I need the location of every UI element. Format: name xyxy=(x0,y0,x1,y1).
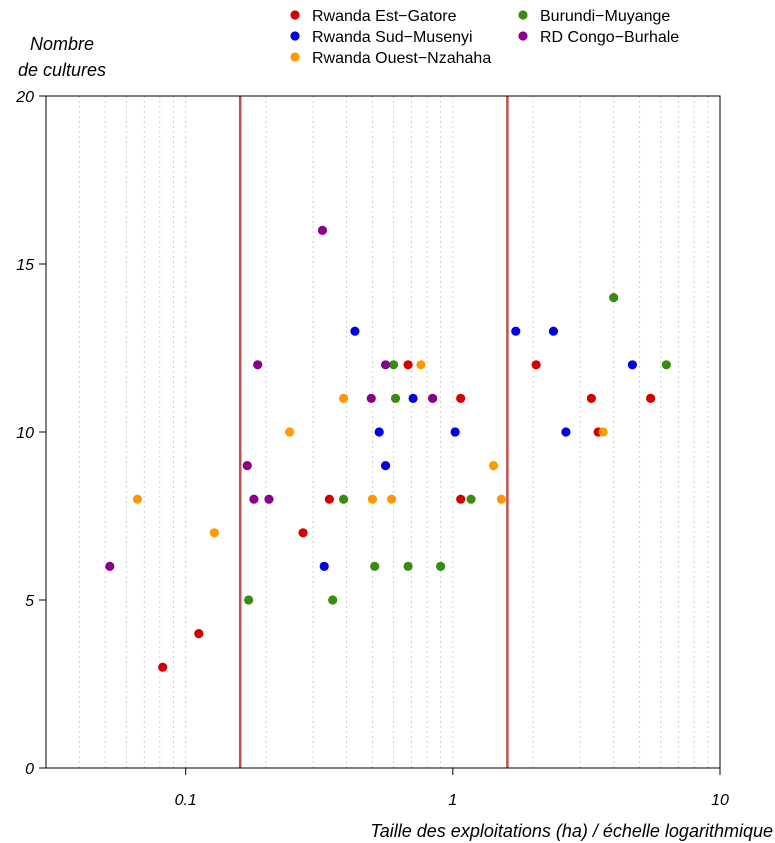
data-point xyxy=(249,495,258,504)
data-point xyxy=(609,293,618,302)
data-point xyxy=(285,427,294,436)
reference-lines xyxy=(240,96,507,768)
y-tick-label: 5 xyxy=(25,593,34,610)
data-point xyxy=(339,495,348,504)
legend-label: Rwanda Sud−Musenyi xyxy=(312,29,473,46)
x-tick-label: 10 xyxy=(711,792,729,809)
data-point xyxy=(389,360,398,369)
data-point xyxy=(497,495,506,504)
y-tick-label: 15 xyxy=(16,257,34,274)
data-point xyxy=(532,360,541,369)
data-point xyxy=(243,461,252,470)
legend-label: RD Congo−Burhale xyxy=(540,29,679,46)
data-point xyxy=(210,528,219,537)
data-point xyxy=(105,562,114,571)
data-point xyxy=(436,562,445,571)
y-tick-label: 10 xyxy=(16,425,34,442)
data-point xyxy=(561,427,570,436)
x-axis: 0.1 1 10 xyxy=(175,768,729,809)
data-point xyxy=(381,360,390,369)
data-point xyxy=(244,595,253,604)
legend-label: Rwanda Est−Gatore xyxy=(312,8,457,25)
data-point xyxy=(318,226,327,235)
data-point xyxy=(328,595,337,604)
data-point xyxy=(549,327,558,336)
x-tick-label: 0.1 xyxy=(175,792,197,809)
y-axis: 0 5 10 15 20 xyxy=(15,89,46,778)
data-point xyxy=(628,360,637,369)
data-point xyxy=(456,394,465,403)
data-point xyxy=(409,394,418,403)
legend-marker xyxy=(518,31,527,40)
y-tick-label: 0 xyxy=(25,761,34,778)
data-point xyxy=(428,394,437,403)
data-points xyxy=(105,226,671,672)
data-point xyxy=(381,461,390,470)
data-point xyxy=(339,394,348,403)
y-axis-label-line-2: de cultures xyxy=(18,60,106,80)
data-point xyxy=(511,327,520,336)
data-point xyxy=(403,360,412,369)
data-point xyxy=(598,427,607,436)
data-point xyxy=(662,360,671,369)
data-point xyxy=(264,495,273,504)
legend-label: Burundi−Muyange xyxy=(540,8,670,25)
data-point xyxy=(466,495,475,504)
data-point xyxy=(403,562,412,571)
data-point xyxy=(194,629,203,638)
data-point xyxy=(489,461,498,470)
data-point xyxy=(158,663,167,672)
data-point xyxy=(325,495,334,504)
data-point xyxy=(451,427,460,436)
y-axis-label-line-1: Nombre xyxy=(30,34,94,54)
x-tick-label: 1 xyxy=(448,792,457,809)
data-point xyxy=(320,562,329,571)
data-point xyxy=(387,495,396,504)
data-point xyxy=(253,360,262,369)
data-point xyxy=(646,394,655,403)
data-point xyxy=(375,427,384,436)
legend: Rwanda Est−Gatore Rwanda Sud−Musenyi Rwand… xyxy=(290,8,679,67)
legend-marker xyxy=(518,10,527,19)
data-point xyxy=(416,360,425,369)
legend-marker xyxy=(290,10,299,19)
data-point xyxy=(133,495,142,504)
legend-label: Rwanda Ouest−Nzahaha xyxy=(312,50,491,67)
y-tick-label: 20 xyxy=(15,89,34,106)
data-point xyxy=(587,394,596,403)
legend-marker xyxy=(290,52,299,61)
x-axis-label: Taille des exploitations (ha) / échelle … xyxy=(370,821,773,841)
data-point xyxy=(298,528,307,537)
data-point xyxy=(370,562,379,571)
data-point xyxy=(350,327,359,336)
data-point xyxy=(368,495,377,504)
data-point xyxy=(456,495,465,504)
legend-marker xyxy=(290,31,299,40)
data-point xyxy=(391,394,400,403)
data-point xyxy=(367,394,376,403)
